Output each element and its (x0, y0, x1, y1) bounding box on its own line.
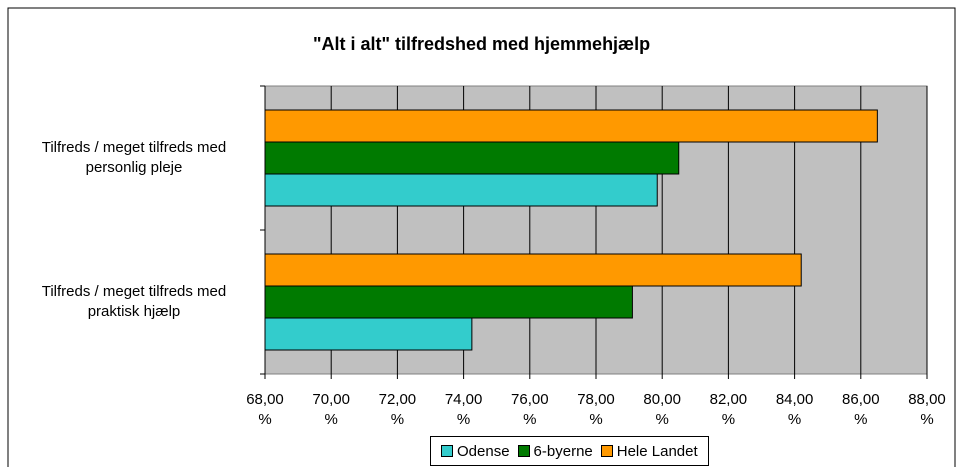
bar (264, 317, 473, 351)
legend-swatch (517, 445, 530, 457)
x-tick-label: 74,00 % (444, 391, 483, 428)
chart-title: "Alt i alt" tilfredshed med hjemmehjælp (312, 34, 651, 54)
bar (264, 173, 658, 207)
y-tick-label: Tilfreds / meget tilfreds med praktisk h… (41, 283, 227, 320)
x-tick-label: 86,00 % (842, 391, 880, 428)
x-tick-label: 76,00 % (511, 391, 549, 428)
legend-swatch (600, 445, 613, 457)
legend-label: 6-byerne (533, 442, 593, 460)
x-tick-label: 82,00 % (709, 391, 748, 428)
bar (264, 141, 680, 175)
legend-swatch (441, 445, 453, 457)
x-tick-label: 70,00 % (312, 391, 350, 428)
legend-label: Hele Landet (616, 442, 698, 460)
x-tick-label: 72,00 % (378, 391, 417, 428)
x-tick-label: 84,00 % (775, 391, 814, 428)
legend: Odense 6-byerne Hele Landet (430, 436, 709, 466)
x-tick-label: 78,00 % (577, 391, 615, 428)
x-tick-label: 88,00 % (908, 391, 946, 428)
y-tick-label: Tilfreds / meget tilfreds med personlig … (41, 139, 227, 176)
legend-item: Odense (441, 443, 510, 460)
bar (264, 109, 878, 143)
legend-label: Odense (457, 442, 510, 460)
legend-item: 6-byerne (517, 442, 593, 460)
x-tick-label: 68,00 % (246, 391, 284, 428)
x-tick-label: 80,00 % (643, 391, 681, 428)
bar (264, 285, 633, 319)
legend-item: Hele Landet (600, 442, 698, 460)
bar (264, 253, 802, 287)
